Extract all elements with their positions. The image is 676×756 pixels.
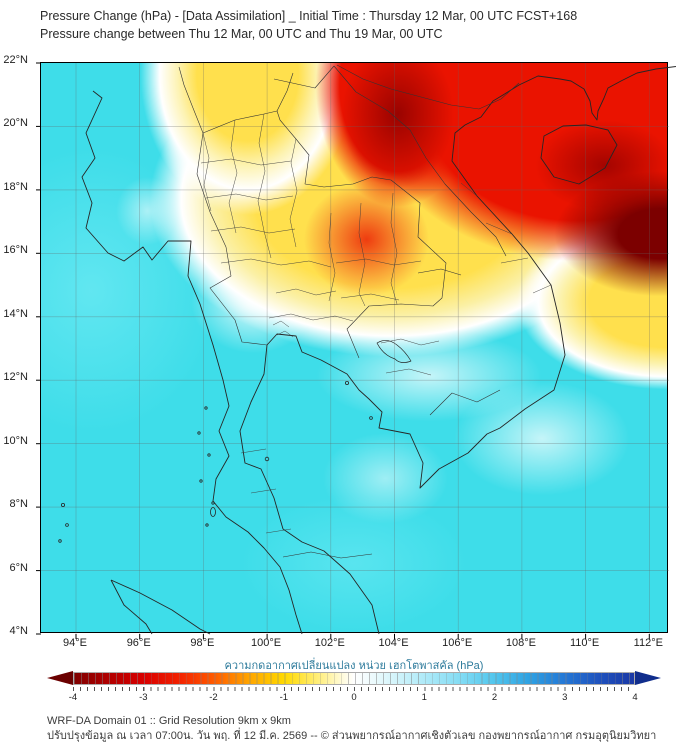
title-line-1: Pressure Change (hPa) - [Data Assimilati… xyxy=(40,9,578,23)
map-plot xyxy=(36,62,676,639)
gridlines xyxy=(41,63,669,634)
lat-tick-label: 12°N xyxy=(3,371,28,384)
country-borders xyxy=(178,64,520,559)
lon-tick-label: 100°E xyxy=(251,637,282,649)
colorbar-tick-label: -1 xyxy=(279,692,289,703)
title-line-2: Pressure change between Thu 12 Mar, 00 U… xyxy=(40,27,443,41)
lon-tick-label: 104°E xyxy=(378,637,409,649)
tonle-sap-lake xyxy=(376,340,412,363)
lon-tick-label: 102°E xyxy=(314,637,345,649)
colorbar-gradient-bar xyxy=(73,672,635,685)
lat-axis: 22°N 20°N 18°N 16°N 14°N 12°N 10°N 8°N 6… xyxy=(0,54,36,637)
hainan-island xyxy=(540,124,618,185)
lat-tick-label: 22°N xyxy=(3,54,28,66)
map-overlay-svg xyxy=(36,62,676,639)
sumatra-coast xyxy=(110,579,211,635)
lat-tick-label: 6°N xyxy=(9,561,28,574)
colorbar-right-arrow xyxy=(635,671,661,685)
title-block: Pressure Change (hPa) - [Data Assimilati… xyxy=(40,7,577,43)
colorbar-tick-label: 0 xyxy=(351,692,357,703)
lon-tick-label: 110°E xyxy=(569,637,600,649)
lat-tick-label: 4°N xyxy=(9,625,28,637)
colorbar-title: ความกดอากาศเปลี่ยนแปลง หน่วย เฮกโตพาสคัล… xyxy=(224,660,484,672)
lon-tick-label: 112°E xyxy=(633,637,663,649)
axis-ticks xyxy=(36,62,650,639)
lon-axis: 94°E 96°E 98°E 100°E 102°E 104°E 106°E 1… xyxy=(40,637,668,653)
colorbar-tick-label: -3 xyxy=(139,692,148,703)
footer: WRF-DA Domain 01 :: Grid Resolution 9km … xyxy=(47,714,656,744)
lon-tick-label: 98°E xyxy=(190,637,215,649)
lat-tick-label: 18°N xyxy=(3,180,28,193)
colorbar-tick-label: 1 xyxy=(421,692,427,703)
small-islands xyxy=(58,380,373,543)
footer-update-info: ปรับปรุงข้อมูล ณ เวลา 07:00น. วัน พฤ. ที… xyxy=(47,730,657,742)
colorbar-minor-ticks xyxy=(73,687,635,691)
colorbar-tick-label: -4 xyxy=(68,692,78,703)
colorbar-tick-label: 2 xyxy=(491,692,498,703)
colorbar-tick-labels: -4 -3 -2 -1 0 1 2 3 4 xyxy=(47,692,661,704)
footer-domain-info: WRF-DA Domain 01 :: Grid Resolution 9km … xyxy=(47,715,291,727)
lon-tick-label: 94°E xyxy=(63,637,87,649)
lon-tick-label: 106°E xyxy=(442,637,473,649)
colorbar-tick-label: 4 xyxy=(632,692,638,703)
colorbar-left-arrow xyxy=(47,671,73,685)
lon-tick-label: 96°E xyxy=(126,637,151,649)
colorbar xyxy=(47,671,661,686)
lat-tick-label: 8°N xyxy=(9,498,28,511)
lat-tick-label: 20°N xyxy=(3,117,28,130)
lat-tick-label: 10°N xyxy=(3,434,28,447)
province-borders xyxy=(200,113,552,534)
colorbar-tick-label: 3 xyxy=(562,692,568,703)
lat-tick-label: 16°N xyxy=(3,244,28,257)
lon-tick-label: 108°E xyxy=(505,637,536,649)
coastline-layer xyxy=(58,66,676,635)
colorbar-tick-label: -2 xyxy=(209,692,218,703)
lat-tick-label: 14°N xyxy=(3,307,28,320)
